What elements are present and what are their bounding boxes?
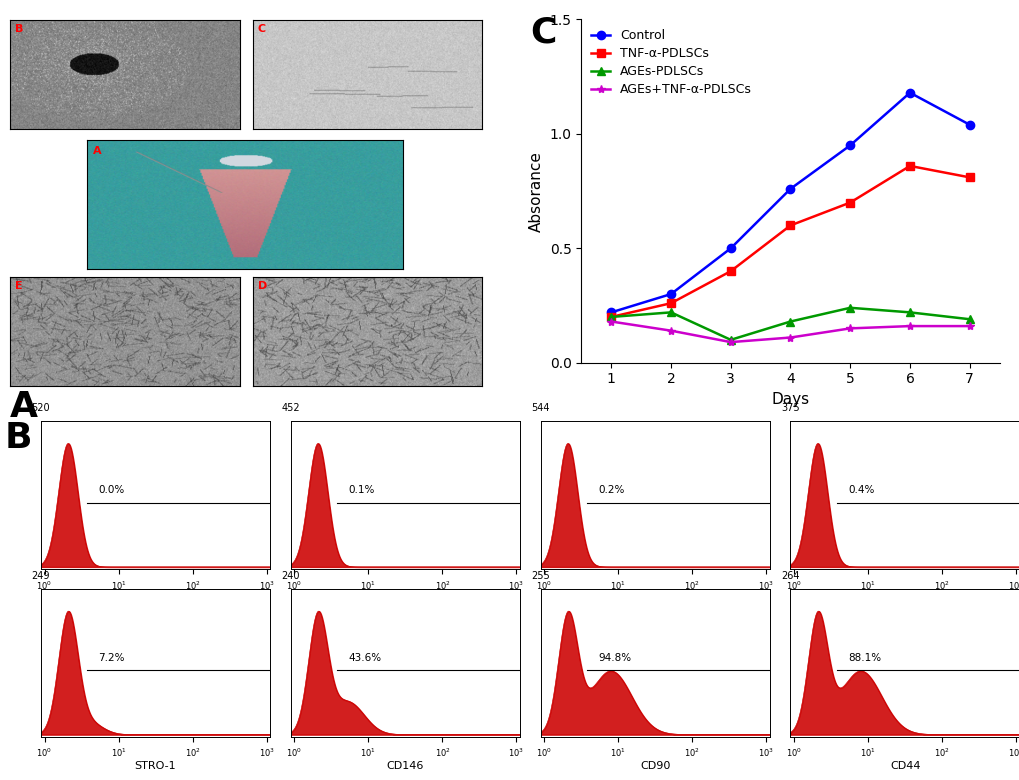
Control — [963, 120, 975, 129]
Line: AGEs+TNF-α-PDLSCs: AGEs+TNF-α-PDLSCs — [606, 317, 973, 346]
Text: 452: 452 — [281, 403, 300, 413]
AGEs+TNF-α-PDLSCs — [963, 321, 975, 331]
Text: C: C — [530, 16, 556, 50]
Line: AGEs-PDLSCs: AGEs-PDLSCs — [606, 303, 973, 344]
TNF-α-PDLSCs — [844, 198, 856, 207]
Text: B: B — [5, 421, 33, 456]
AGEs+TNF-α-PDLSCs — [903, 321, 915, 331]
Text: 0.1%: 0.1% — [348, 485, 374, 495]
Control — [844, 140, 856, 150]
Text: 240: 240 — [281, 571, 300, 581]
AGEs-PDLSCs — [784, 317, 796, 326]
AGEs+TNF-α-PDLSCs — [664, 326, 677, 335]
AGEs+TNF-α-PDLSCs — [723, 338, 736, 347]
Y-axis label: Absorance: Absorance — [529, 151, 543, 232]
AGEs-PDLSCs — [604, 312, 616, 321]
TNF-α-PDLSCs — [604, 312, 616, 321]
Text: B: B — [15, 24, 23, 34]
X-axis label: CD44: CD44 — [890, 760, 919, 771]
X-axis label: CD44: CD44 — [890, 593, 919, 603]
Text: 544: 544 — [531, 403, 549, 413]
Control — [784, 184, 796, 193]
TNF-α-PDLSCs — [903, 161, 915, 171]
Text: 43.6%: 43.6% — [348, 653, 381, 663]
Legend: Control, TNF-α-PDLSCs, AGEs-PDLSCs, AGEs+TNF-α-PDLSCs: Control, TNF-α-PDLSCs, AGEs-PDLSCs, AGEs… — [587, 26, 755, 101]
X-axis label: CD146: CD146 — [386, 760, 424, 771]
X-axis label: STRO-1: STRO-1 — [135, 760, 176, 771]
AGEs-PDLSCs — [844, 303, 856, 313]
Control — [903, 88, 915, 98]
AGEs+TNF-α-PDLSCs — [784, 333, 796, 342]
Line: Control: Control — [606, 89, 973, 317]
TNF-α-PDLSCs — [723, 267, 736, 276]
X-axis label: CD90: CD90 — [640, 593, 669, 603]
AGEs-PDLSCs — [903, 307, 915, 317]
Text: C: C — [257, 24, 265, 34]
Line: TNF-α-PDLSCs: TNF-α-PDLSCs — [606, 161, 973, 321]
Text: 88.1%: 88.1% — [848, 653, 880, 663]
Text: A: A — [10, 390, 38, 424]
X-axis label: CD146: CD146 — [386, 593, 424, 603]
TNF-α-PDLSCs — [963, 172, 975, 182]
Control — [604, 307, 616, 317]
Control — [723, 243, 736, 253]
AGEs-PDLSCs — [664, 307, 677, 317]
Text: 249: 249 — [32, 571, 50, 581]
AGEs-PDLSCs — [963, 314, 975, 324]
Text: 375: 375 — [781, 403, 799, 413]
AGEs+TNF-α-PDLSCs — [604, 317, 616, 326]
Text: 7.2%: 7.2% — [99, 653, 125, 663]
Text: 520: 520 — [32, 403, 50, 413]
Text: 0.2%: 0.2% — [598, 485, 624, 495]
AGEs+TNF-α-PDLSCs — [844, 324, 856, 333]
Text: 264: 264 — [781, 571, 799, 581]
TNF-α-PDLSCs — [664, 299, 677, 308]
X-axis label: STRO-1: STRO-1 — [135, 593, 176, 603]
Text: 255: 255 — [531, 571, 549, 581]
Text: E: E — [15, 282, 22, 291]
Text: 0.0%: 0.0% — [99, 485, 124, 495]
Text: 0.4%: 0.4% — [848, 485, 873, 495]
Text: D: D — [257, 282, 267, 291]
Text: 94.8%: 94.8% — [598, 653, 631, 663]
X-axis label: CD90: CD90 — [640, 760, 669, 771]
Text: A: A — [93, 146, 102, 155]
X-axis label: Days: Days — [770, 392, 809, 407]
AGEs-PDLSCs — [723, 335, 736, 345]
Control — [664, 289, 677, 299]
TNF-α-PDLSCs — [784, 221, 796, 230]
